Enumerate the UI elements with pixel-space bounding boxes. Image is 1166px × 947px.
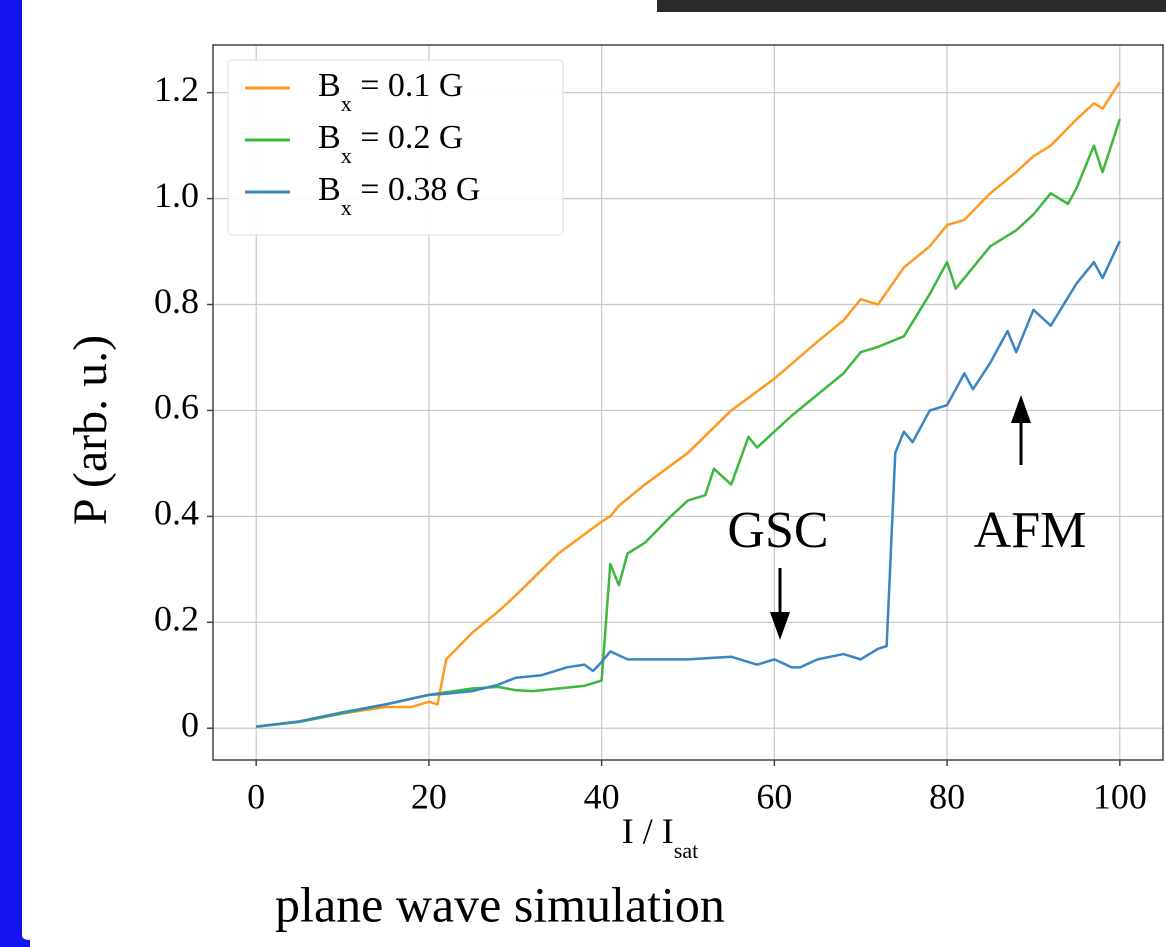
legend-label: Bx = 0.2 G bbox=[318, 119, 463, 168]
x-tick-label: 20 bbox=[411, 776, 447, 816]
series-line bbox=[256, 240, 1121, 728]
series-line bbox=[256, 81, 1121, 728]
y-axis-label: P (arb. u.) bbox=[64, 335, 117, 525]
y-tick-label: 0.2 bbox=[154, 599, 199, 639]
annotation: AFM bbox=[974, 502, 1087, 559]
y-tick-label: 1.2 bbox=[154, 69, 199, 109]
y-tick-label: 0 bbox=[181, 704, 199, 744]
plot-frame bbox=[212, 44, 1164, 761]
series-line bbox=[256, 118, 1122, 728]
lines bbox=[256, 81, 1122, 728]
arrow-head bbox=[770, 612, 790, 640]
legend bbox=[227, 59, 564, 236]
chart-title: plane wave simulation bbox=[275, 876, 725, 932]
x-tick-label: 0 bbox=[247, 776, 265, 816]
legend-entries: Bx = 0.1 GBx = 0.2 GBx = 0.38 G bbox=[245, 67, 480, 220]
x-tick-label: 40 bbox=[584, 776, 620, 816]
y-tick-label: 0.8 bbox=[154, 281, 199, 321]
legend-label: Bx = 0.38 G bbox=[318, 171, 480, 220]
y-tick-label: 0.6 bbox=[154, 387, 199, 427]
x-tick-label: 100 bbox=[1093, 776, 1147, 816]
photo-strip bbox=[657, 0, 1166, 12]
x-tick-label: 80 bbox=[929, 776, 965, 816]
arrow-head bbox=[1011, 395, 1031, 423]
y-tick-label: 0.4 bbox=[154, 493, 199, 533]
legend-label: Bx = 0.1 G bbox=[318, 67, 463, 116]
x-tick-label: 60 bbox=[756, 776, 792, 816]
annotation: GSC bbox=[727, 502, 828, 559]
slide-frame bbox=[0, 0, 30, 947]
y-tick-label: 1.0 bbox=[154, 175, 199, 215]
x-axis-label: I / Isat bbox=[622, 811, 698, 863]
